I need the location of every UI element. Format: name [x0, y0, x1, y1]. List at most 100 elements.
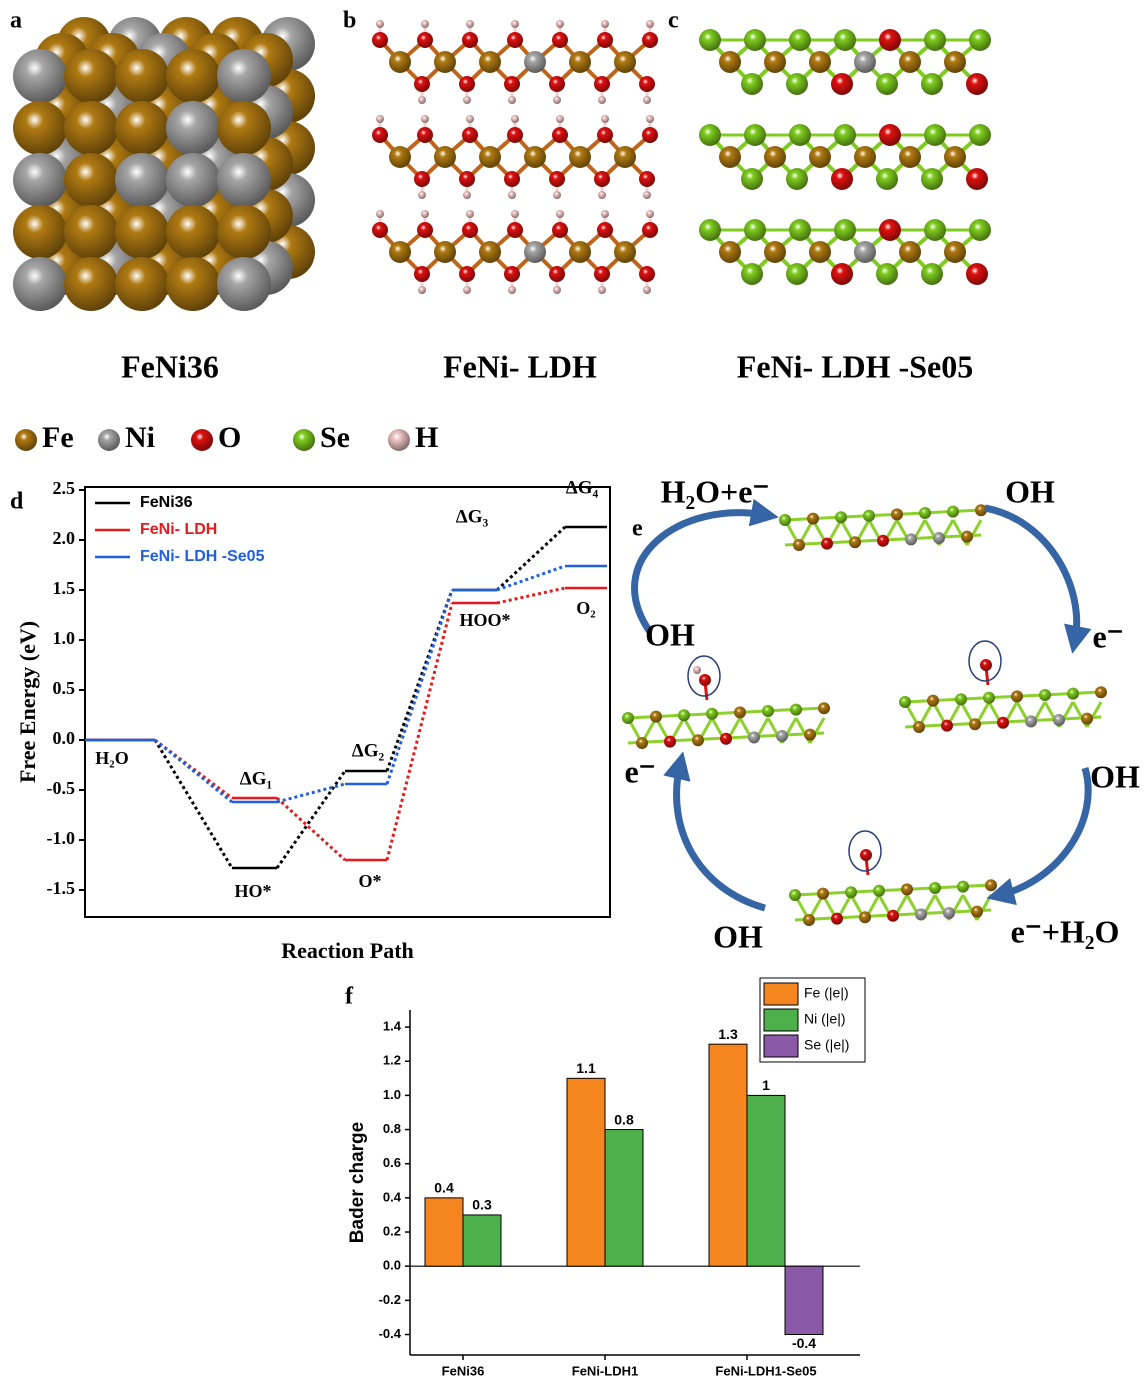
y-tick-label: -1.0: [47, 828, 76, 848]
atom: [762, 705, 774, 717]
atom: [664, 736, 676, 748]
atom: [507, 32, 523, 48]
atom: [463, 191, 471, 199]
atom: [699, 219, 721, 241]
atom: [969, 124, 991, 146]
atom: [821, 538, 833, 550]
cycle-label: OH: [713, 918, 763, 954]
y-tick-label: 1.2: [383, 1053, 401, 1068]
atom: [764, 51, 786, 73]
atom: [462, 222, 478, 238]
atom: [556, 115, 564, 123]
atom: [786, 168, 808, 190]
connector: [387, 603, 452, 860]
atom: [876, 263, 898, 285]
atom: [217, 153, 271, 207]
atom: [549, 171, 565, 187]
atom: [899, 241, 921, 263]
atom: [166, 153, 220, 207]
atom-legend-label: Fe: [42, 421, 74, 454]
legend-label: FeNi- LDH -Se05: [140, 548, 265, 565]
page: { "panels": [ {"label": "a", "caption": …: [0, 0, 1146, 1380]
atom: [115, 257, 169, 311]
atom: [64, 257, 118, 311]
atom: [997, 717, 1009, 729]
atom: [887, 910, 899, 922]
atom: [944, 146, 966, 168]
legend-label: Ni (|e|): [804, 1011, 846, 1027]
state-label: O₂: [576, 598, 595, 618]
atom: [597, 127, 613, 143]
atom: [955, 693, 967, 705]
atom: [598, 191, 606, 199]
value-label: 0.8: [614, 1111, 634, 1127]
step-label: ΔG₄: [566, 477, 599, 498]
caption: FeNi36: [121, 348, 219, 384]
atom: [899, 696, 911, 708]
atom: [553, 286, 561, 294]
atom: [15, 429, 37, 451]
atom: [166, 101, 220, 155]
atom: [614, 146, 636, 168]
atom: [1067, 688, 1079, 700]
atom: [969, 219, 991, 241]
atom: [789, 29, 811, 51]
atom: [508, 96, 516, 104]
atom: [921, 73, 943, 95]
caption: FeNi- LDH -Se05: [737, 348, 973, 384]
atom: [479, 146, 501, 168]
atom: [598, 286, 606, 294]
atom: [462, 32, 478, 48]
connector: [277, 784, 345, 802]
atom: [459, 171, 475, 187]
atom: [876, 73, 898, 95]
atom: [166, 205, 220, 259]
atom: [863, 510, 875, 522]
atom: [414, 76, 430, 92]
atom: [966, 168, 988, 190]
atom: [372, 127, 388, 143]
atom: [389, 51, 411, 73]
atom: [462, 127, 478, 143]
atom: [966, 263, 988, 285]
atom: [966, 73, 988, 95]
atom: [924, 29, 946, 51]
y-tick-label: 0.8: [383, 1121, 401, 1136]
bar: [567, 1078, 605, 1266]
atom: [511, 115, 519, 123]
atom: [524, 51, 546, 73]
atom: [831, 168, 853, 190]
panel-label: f: [345, 984, 354, 1010]
atom: [891, 508, 903, 520]
atom: [524, 146, 546, 168]
atom: [971, 906, 983, 918]
atom: [924, 124, 946, 146]
atom: [622, 712, 634, 724]
connector: [497, 588, 565, 603]
value-label: 1: [762, 1077, 770, 1093]
connector: [155, 740, 232, 868]
atom: [913, 721, 925, 733]
y-tick-label: -1.5: [47, 878, 76, 898]
atom-legend-label: O: [218, 421, 241, 454]
atom: [969, 29, 991, 51]
atom: [944, 241, 966, 263]
atom: [764, 146, 786, 168]
atom: [417, 222, 433, 238]
atom: [646, 210, 654, 218]
atom: [549, 266, 565, 282]
figure: a b c FeNi36 FeNi- LDH FeNi- LDH -Se05 e…: [0, 0, 1146, 1380]
x-tick-label: FeNi36: [442, 1363, 485, 1378]
atom: [434, 146, 456, 168]
legend-label: Fe (|e|): [804, 985, 849, 1001]
atom: [569, 241, 591, 263]
y-tick-label: 0.5: [53, 678, 76, 698]
atom: [1081, 713, 1093, 725]
atom: [919, 507, 931, 519]
atom: [569, 51, 591, 73]
atom: [642, 222, 658, 238]
atom: [834, 124, 856, 146]
atom: [13, 49, 67, 103]
atom: [809, 241, 831, 263]
atom: [434, 241, 456, 263]
